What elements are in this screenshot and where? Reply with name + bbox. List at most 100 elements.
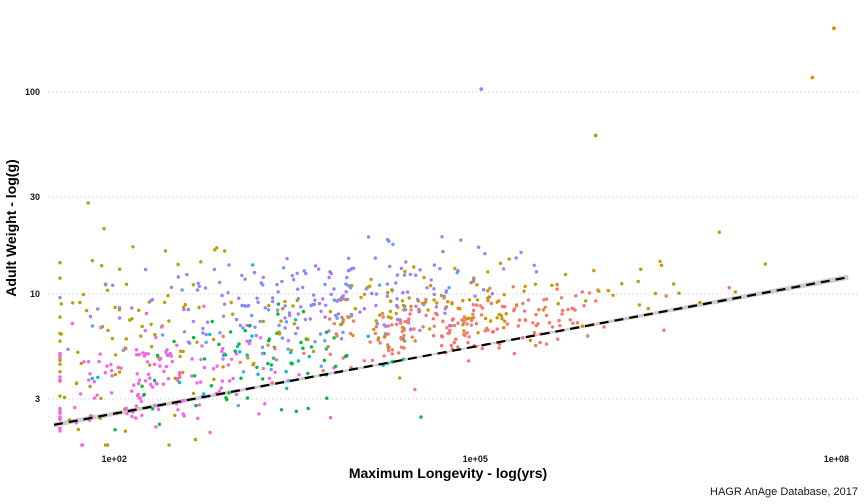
data-point <box>378 313 382 317</box>
data-point <box>287 313 292 318</box>
data-point <box>95 393 99 397</box>
data-point <box>555 287 559 291</box>
data-point <box>334 364 338 368</box>
data-point <box>153 332 157 337</box>
data-point <box>491 330 495 334</box>
data-point <box>113 428 117 432</box>
data-point <box>597 289 601 293</box>
data-point <box>439 344 444 348</box>
data-point <box>263 306 267 310</box>
data-point <box>271 356 276 360</box>
data-point <box>329 292 333 297</box>
data-point <box>286 347 290 351</box>
data-point <box>117 306 122 310</box>
data-point <box>237 342 241 346</box>
data-point <box>178 354 182 359</box>
data-point <box>503 319 507 323</box>
data-point <box>117 370 122 374</box>
data-point <box>344 282 348 286</box>
data-point <box>92 396 97 400</box>
data-point <box>308 317 312 321</box>
data-point <box>334 313 338 318</box>
data-point <box>275 282 279 287</box>
data-point <box>467 335 471 339</box>
data-point <box>424 313 428 318</box>
data-point <box>390 323 394 327</box>
data-point <box>388 309 393 314</box>
data-point <box>375 321 379 326</box>
data-point <box>323 339 327 343</box>
data-point <box>284 320 289 324</box>
data-point <box>401 291 405 295</box>
data-point <box>154 335 158 340</box>
data-point <box>556 302 560 306</box>
data-point <box>245 353 249 357</box>
data-point <box>113 353 118 357</box>
data-point <box>370 358 375 363</box>
data-point <box>226 363 231 367</box>
data-point <box>143 267 148 272</box>
data-point <box>134 348 139 352</box>
data-point <box>339 322 343 327</box>
data-point <box>503 305 507 309</box>
data-point <box>58 370 62 374</box>
data-point <box>563 272 568 277</box>
data-point <box>425 286 429 290</box>
data-point <box>531 321 535 325</box>
data-point <box>88 384 92 389</box>
data-point <box>465 317 469 321</box>
data-point <box>313 340 317 344</box>
data-point <box>143 328 147 333</box>
data-point <box>58 339 62 343</box>
data-point <box>434 305 439 309</box>
data-point <box>332 287 336 291</box>
data-point <box>636 279 640 284</box>
data-point <box>90 324 95 328</box>
data-point <box>134 416 138 420</box>
data-point <box>537 307 541 312</box>
data-point <box>319 364 323 368</box>
data-point <box>550 283 554 287</box>
data-point <box>366 235 371 239</box>
data-point <box>306 406 310 411</box>
data-point <box>313 298 317 302</box>
data-point <box>432 292 436 297</box>
data-point <box>58 331 62 336</box>
data-point <box>148 363 152 367</box>
data-point <box>58 315 62 319</box>
data-point <box>407 296 411 300</box>
data-point <box>222 302 227 306</box>
data-point <box>405 290 410 294</box>
data-point <box>191 283 195 287</box>
data-point <box>390 348 394 352</box>
data-point <box>297 373 301 377</box>
data-point <box>276 302 281 306</box>
data-point <box>295 271 299 275</box>
data-point <box>190 357 194 361</box>
data-point <box>258 336 263 340</box>
data-point <box>452 340 456 345</box>
data-point <box>568 318 572 322</box>
data-point <box>362 292 367 296</box>
data-point <box>217 342 221 347</box>
data-point <box>514 256 518 260</box>
data-point <box>145 360 150 364</box>
data-point <box>274 358 279 362</box>
data-point <box>75 381 79 385</box>
data-point <box>407 317 411 321</box>
data-point <box>276 290 280 294</box>
data-point <box>351 333 355 338</box>
x-tick-label: 1e+05 <box>463 454 488 464</box>
data-point <box>533 343 538 348</box>
data-point <box>279 319 283 323</box>
data-point <box>240 303 244 308</box>
data-point <box>261 319 265 324</box>
data-point <box>238 350 242 354</box>
data-point <box>351 319 356 323</box>
data-point <box>296 326 300 330</box>
data-point <box>291 304 295 308</box>
data-point <box>332 336 336 340</box>
tick-labels: 3 10 30 100 1e+02 1e+05 1e+08 <box>25 87 849 464</box>
data-point <box>191 335 196 340</box>
data-point <box>90 258 95 263</box>
